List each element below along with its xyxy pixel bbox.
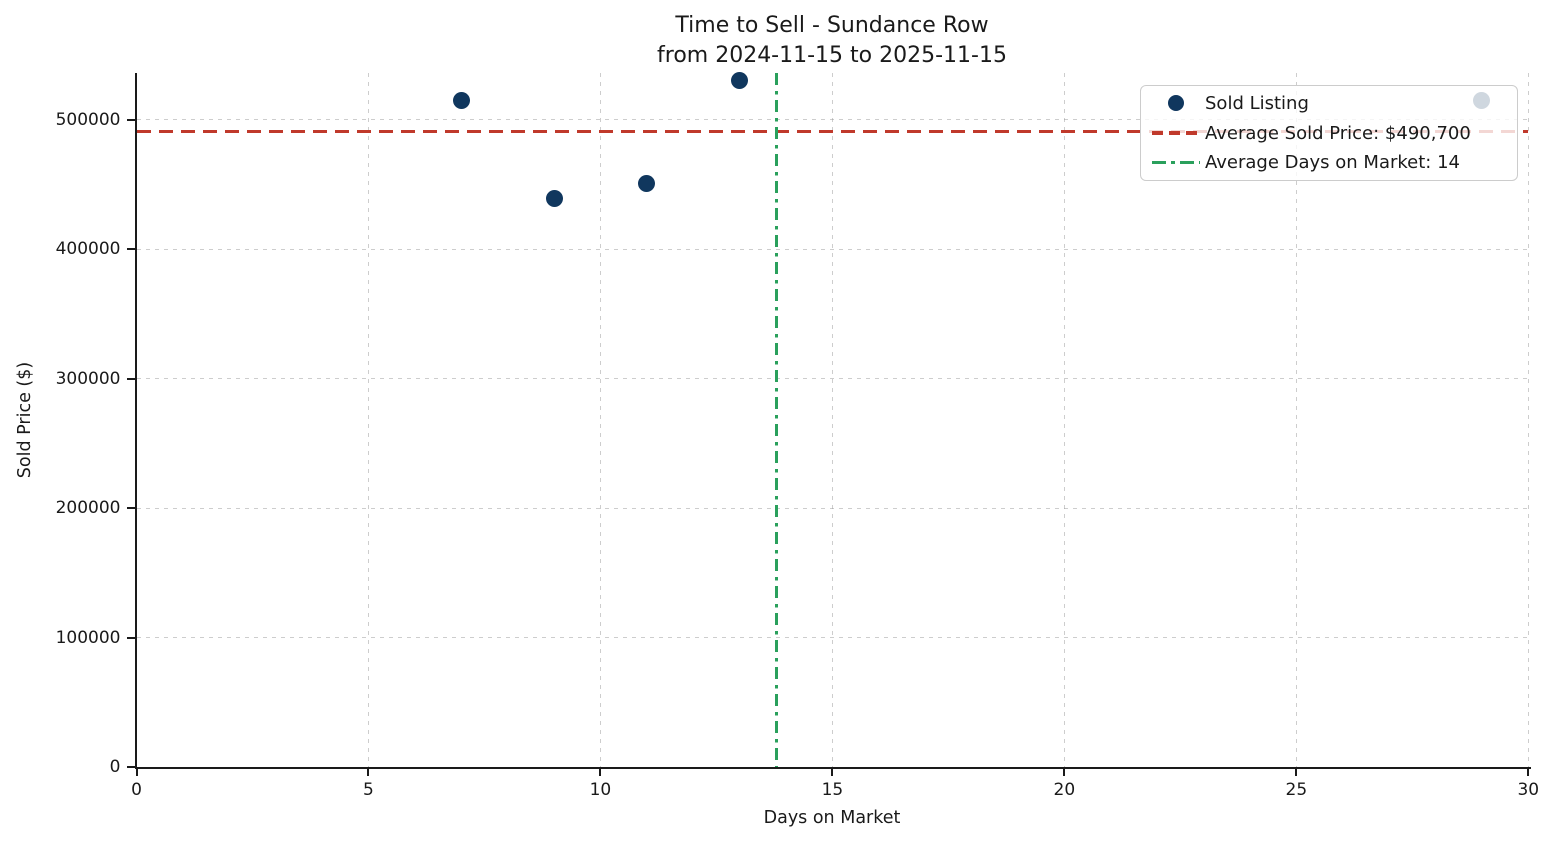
axis-spine-bottom	[134, 767, 1532, 770]
chart-title-line-2: from 2024-11-15 to 2025-11-15	[657, 43, 1007, 68]
x-tick	[1295, 769, 1298, 777]
data-point-sold-listing	[452, 91, 470, 109]
dashdot-line-icon	[1152, 161, 1200, 165]
legend-marker-col	[1147, 131, 1205, 135]
x-gridline	[1295, 73, 1297, 768]
legend-marker-col	[1147, 161, 1205, 165]
chart-title: Time to Sell - Sundance Row from 2024-11…	[657, 11, 1007, 71]
x-tick	[1527, 769, 1530, 777]
x-gridline	[367, 73, 369, 768]
y-tick-label: 500000	[55, 109, 121, 130]
y-gridline	[136, 507, 1529, 509]
legend-label-avg-sold-price: Average Sold Price: $490,700	[1205, 122, 1471, 144]
y-tick	[126, 248, 135, 251]
x-tick-label: 10	[589, 780, 612, 801]
legend: Sold Listing Average Sold Price: $490,70…	[1140, 85, 1518, 181]
x-tick-label: 25	[1285, 780, 1308, 801]
data-point-sold-listing	[731, 72, 749, 90]
legend-item-avg-sold-price: Average Sold Price: $490,700	[1147, 119, 1509, 148]
y-tick-label: 200000	[55, 498, 121, 519]
legend-label-avg-days-on-market: Average Days on Market: 14	[1205, 152, 1460, 174]
avg-days-on-market-line	[775, 73, 779, 768]
axis-spine-left	[134, 73, 137, 770]
x-tick	[831, 769, 834, 777]
legend-marker-col	[1147, 95, 1205, 112]
y-tick	[126, 377, 135, 380]
x-gridline	[599, 73, 601, 768]
y-tick	[126, 118, 135, 121]
x-axis-label: Days on Market	[763, 808, 901, 828]
sold-listing-marker-icon	[1168, 95, 1184, 112]
y-tick	[126, 636, 135, 639]
x-tick	[1063, 769, 1066, 777]
chart-title-line-1: Time to Sell - Sundance Row	[675, 13, 989, 38]
dashed-line-icon	[1152, 131, 1200, 135]
x-tick-label: 0	[131, 780, 142, 801]
x-tick-label: 15	[821, 780, 844, 801]
y-tick-label: 100000	[55, 627, 121, 648]
x-tick-label: 5	[363, 780, 374, 801]
x-gridline	[1527, 73, 1529, 768]
y-tick	[126, 766, 135, 769]
x-gridline	[831, 73, 833, 768]
avg-sold-price-line	[136, 130, 1529, 134]
x-tick	[135, 769, 138, 777]
x-tick	[599, 769, 602, 777]
y-gridline	[136, 637, 1529, 639]
legend-label-sold-listing: Sold Listing	[1205, 92, 1309, 114]
legend-item-avg-days-on-market: Average Days on Market: 14	[1147, 148, 1509, 177]
y-gridline	[136, 378, 1529, 380]
x-gridline	[1063, 73, 1065, 768]
x-tick-label: 20	[1053, 780, 1076, 801]
y-tick-label: 0	[109, 757, 121, 778]
x-tick	[367, 769, 370, 777]
y-tick	[126, 507, 135, 510]
data-point-sold-listing	[545, 190, 563, 208]
legend-item-sold-listing: Sold Listing	[1147, 89, 1509, 118]
x-tick-label: 30	[1517, 780, 1540, 801]
y-gridline	[136, 119, 1529, 121]
data-point-sold-listing	[638, 174, 656, 192]
x-gridline	[136, 73, 137, 768]
y-axis-label: Sold Price ($)	[15, 361, 35, 479]
y-gridline	[136, 248, 1529, 250]
y-tick-label: 300000	[55, 368, 121, 389]
y-tick-label: 400000	[55, 239, 121, 260]
